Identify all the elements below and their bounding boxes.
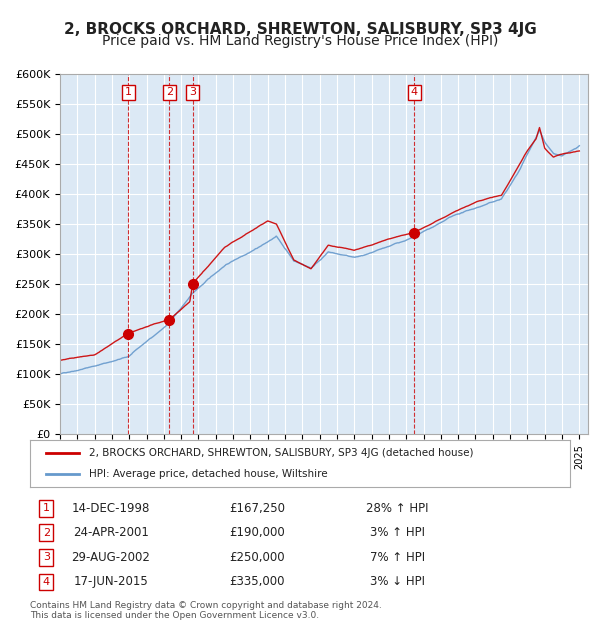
Text: £190,000: £190,000 [229,526,284,539]
Text: 1: 1 [125,87,132,97]
Text: Price paid vs. HM Land Registry's House Price Index (HPI): Price paid vs. HM Land Registry's House … [102,34,498,48]
Text: HPI: Average price, detached house, Wiltshire: HPI: Average price, detached house, Wilt… [89,469,328,479]
Text: 17-JUN-2015: 17-JUN-2015 [74,575,148,588]
Text: 2: 2 [43,528,50,538]
Text: 2, BROCKS ORCHARD, SHREWTON, SALISBURY, SP3 4JG (detached house): 2, BROCKS ORCHARD, SHREWTON, SALISBURY, … [89,448,474,458]
Text: 28% ↑ HPI: 28% ↑ HPI [366,502,428,515]
Text: 29-AUG-2002: 29-AUG-2002 [71,551,151,564]
Text: £335,000: £335,000 [229,575,284,588]
Text: 3: 3 [43,552,50,562]
Text: 4: 4 [43,577,50,587]
Text: 4: 4 [410,87,418,97]
Text: 2, BROCKS ORCHARD, SHREWTON, SALISBURY, SP3 4JG: 2, BROCKS ORCHARD, SHREWTON, SALISBURY, … [64,22,536,37]
Text: Contains HM Land Registry data © Crown copyright and database right 2024.: Contains HM Land Registry data © Crown c… [30,601,382,611]
Text: £250,000: £250,000 [229,551,284,564]
Text: 14-DEC-1998: 14-DEC-1998 [72,502,150,515]
Text: 3% ↑ HPI: 3% ↑ HPI [370,526,425,539]
Text: 24-APR-2001: 24-APR-2001 [73,526,149,539]
Text: 3: 3 [189,87,196,97]
Text: £167,250: £167,250 [229,502,285,515]
Text: 7% ↑ HPI: 7% ↑ HPI [370,551,425,564]
Text: 3% ↓ HPI: 3% ↓ HPI [370,575,425,588]
Text: 1: 1 [43,503,50,513]
Text: 2: 2 [166,87,173,97]
Text: This data is licensed under the Open Government Licence v3.0.: This data is licensed under the Open Gov… [30,611,319,620]
